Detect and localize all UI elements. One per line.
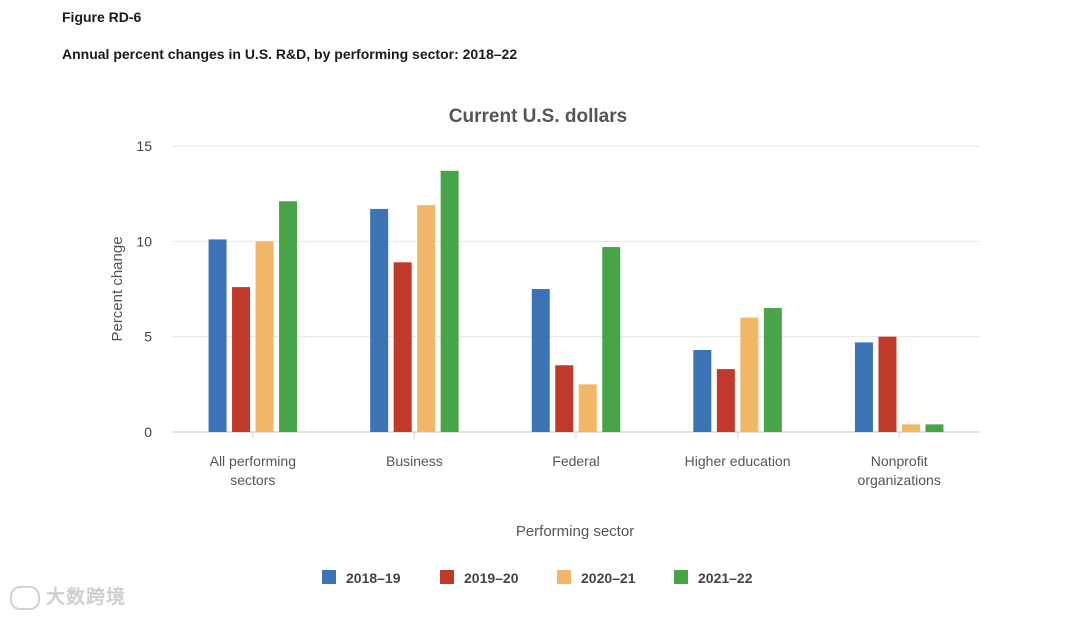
bar <box>531 289 550 432</box>
figure-label: Figure RD-6 <box>62 9 142 25</box>
bar <box>763 308 782 432</box>
y-tick-label: 0 <box>144 424 152 440</box>
legend-label: 2021–22 <box>698 570 753 586</box>
x-category-label: sectors <box>230 472 275 488</box>
figure-title: Annual percent changes in U.S. R&D, by p… <box>62 46 518 62</box>
x-axis-title: Performing sector <box>516 523 634 540</box>
y-tick-label: 15 <box>136 138 152 154</box>
chart-title: Current U.S. dollars <box>449 106 627 127</box>
x-category-label: Business <box>386 453 443 469</box>
bar <box>417 205 436 432</box>
x-category-label: Nonprofit <box>871 453 928 469</box>
bar <box>279 201 298 432</box>
legend-swatch <box>440 570 454 584</box>
watermark-text: 大数跨境 <box>46 587 127 608</box>
bars <box>208 170 944 432</box>
bar <box>578 384 597 432</box>
y-tick-label: 10 <box>136 233 152 249</box>
bar <box>854 342 873 432</box>
legend: 2018–19 2019–20 2020–21 2021–22 <box>322 570 753 586</box>
legend-swatch <box>322 570 336 584</box>
y-axis-title: Percent change <box>109 236 126 341</box>
x-category-label: All performing <box>210 453 296 469</box>
x-axis-categories: All performing sectors Business Federal High… <box>210 432 941 488</box>
bar <box>440 170 459 432</box>
bar <box>740 317 759 432</box>
y-tick-label: 5 <box>144 329 152 345</box>
bar <box>208 239 227 432</box>
bar <box>716 369 735 432</box>
bar <box>901 424 920 432</box>
legend-label: 2018–19 <box>346 570 401 586</box>
bar <box>393 262 412 432</box>
bar <box>925 424 944 432</box>
legend-label: 2019–20 <box>464 570 519 586</box>
bar <box>370 208 389 432</box>
watermark-logo-icon <box>10 585 40 610</box>
bar <box>232 287 251 432</box>
bar <box>693 350 712 432</box>
bar <box>602 247 621 432</box>
legend-swatch <box>557 570 571 584</box>
bar <box>255 241 274 432</box>
x-category-label: organizations <box>858 472 941 488</box>
x-category-label: Federal <box>552 453 599 469</box>
legend-swatch <box>674 570 688 584</box>
bar <box>555 365 574 432</box>
watermark: 大数跨境 <box>10 582 126 610</box>
legend-label: 2020–21 <box>581 570 636 586</box>
bar <box>878 336 897 432</box>
x-category-label: Higher education <box>685 453 791 469</box>
y-axis-ticks: 0 5 10 15 <box>136 138 152 440</box>
